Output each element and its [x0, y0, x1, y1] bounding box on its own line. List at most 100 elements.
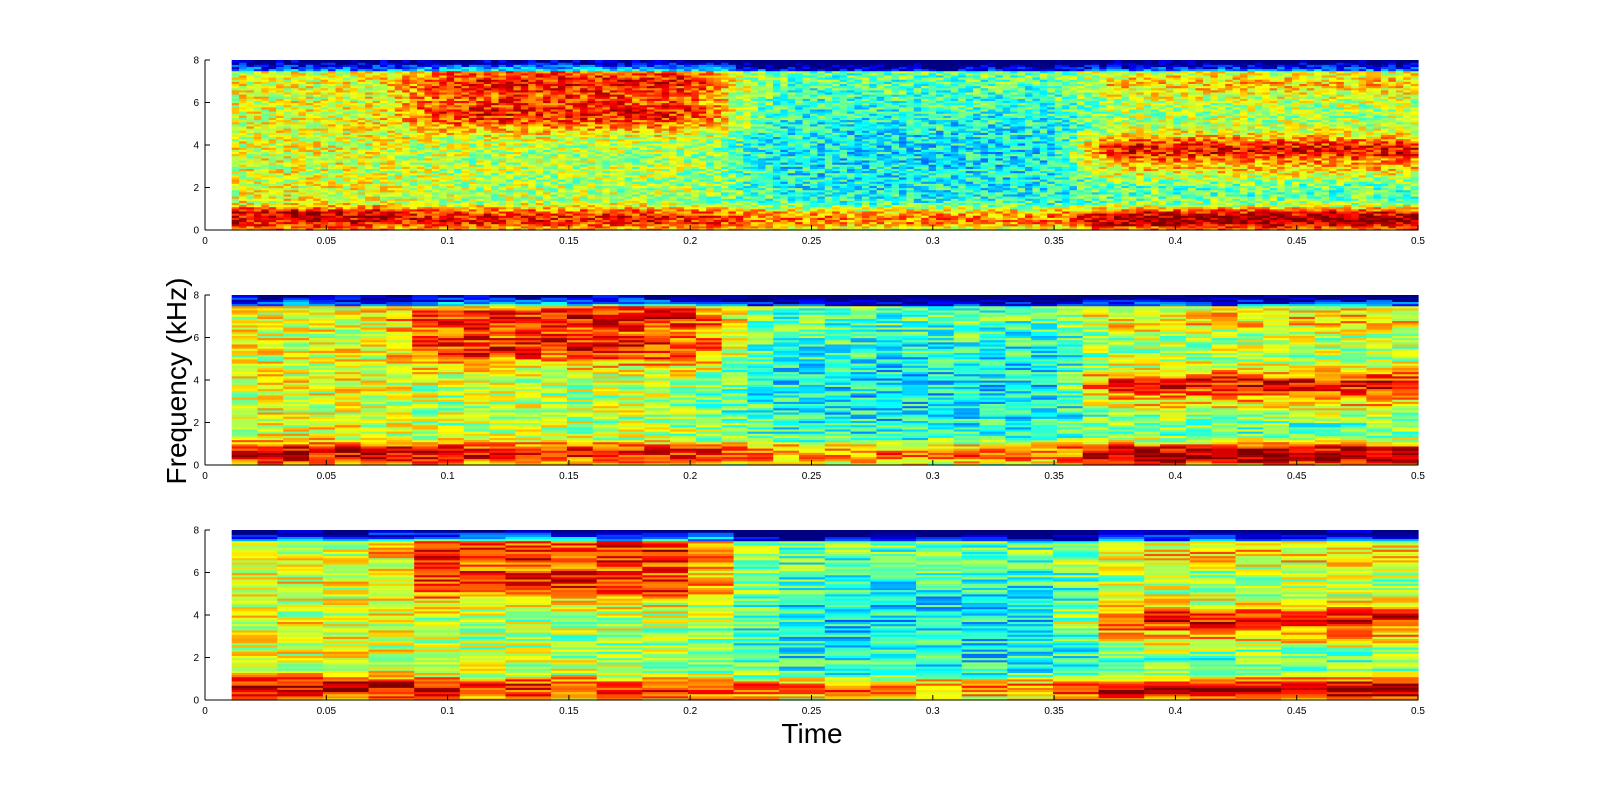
heatmap-cell: [461, 68, 470, 72]
heatmap-cell: [298, 79, 307, 82]
heatmap-cell: [246, 113, 255, 116]
heatmap-cell: [513, 72, 522, 76]
heatmap-cell: [535, 189, 544, 193]
heatmap-cell: [617, 193, 626, 197]
heatmap-cell: [506, 170, 515, 174]
heatmap-cell: [291, 134, 300, 138]
heatmap-cell: [454, 128, 463, 131]
heatmap-cell: [483, 198, 492, 201]
heatmap-cell: [468, 179, 477, 182]
heatmap-cell: [580, 170, 589, 174]
heatmap-cell: [342, 66, 351, 70]
heatmap-cell: [402, 81, 411, 84]
heatmap-cell: [379, 168, 388, 172]
heatmap-cell: [291, 72, 300, 76]
heatmap-cell: [483, 130, 492, 133]
heatmap-cell: [632, 221, 641, 225]
heatmap-cell: [342, 187, 351, 191]
heatmap-cell: [253, 96, 262, 99]
heatmap-cell: [424, 106, 433, 110]
heatmap-cell: [520, 140, 529, 144]
heatmap-cell: [491, 198, 500, 201]
heatmap-cell: [535, 202, 544, 206]
heatmap-cell: [506, 183, 515, 186]
heatmap-cell: [565, 62, 574, 65]
heatmap-cell: [468, 217, 477, 220]
heatmap-cell: [535, 104, 544, 108]
heatmap-cell: [409, 104, 418, 108]
heatmap-cell: [320, 102, 329, 106]
heatmap-cell: [528, 200, 537, 203]
heatmap-cell: [291, 185, 300, 189]
heatmap-cell: [365, 219, 374, 223]
heatmap-cell: [683, 202, 692, 206]
heatmap-cell: [350, 87, 359, 91]
heatmap-cell: [446, 79, 455, 82]
heatmap-cell: [446, 89, 455, 93]
heatmap-cell: [669, 94, 678, 97]
heatmap-cell: [624, 79, 633, 82]
heatmap-cell: [342, 128, 351, 131]
heatmap-cell: [602, 85, 611, 89]
heatmap-cell: [394, 164, 403, 167]
heatmap-cell: [535, 98, 544, 101]
heatmap-cell: [431, 223, 440, 227]
heatmap-cell: [617, 170, 626, 174]
heatmap-cell: [565, 134, 574, 138]
heatmap-cell: [239, 176, 248, 180]
heatmap-cell: [669, 68, 678, 72]
heatmap-cell: [669, 198, 678, 201]
heatmap-cell: [328, 121, 337, 125]
heatmap-cell: [528, 168, 537, 172]
heatmap-cell: [646, 128, 655, 131]
heatmap-cell: [402, 96, 411, 99]
heatmap-cell: [513, 89, 522, 93]
heatmap-cell: [335, 204, 344, 208]
heatmap-cell: [654, 102, 663, 106]
heatmap-cell: [669, 89, 678, 93]
heatmap-cell: [617, 187, 626, 191]
heatmap-cell: [283, 128, 292, 131]
heatmap-cell: [602, 66, 611, 70]
heatmap-cell: [580, 181, 589, 184]
heatmap-cell: [654, 98, 663, 101]
heatmap-cell: [669, 104, 678, 108]
heatmap-cell: [632, 162, 641, 165]
heatmap-cell: [424, 125, 433, 129]
heatmap-cell: [580, 132, 589, 135]
heatmap-cell: [669, 200, 678, 203]
heatmap-cell: [691, 217, 700, 220]
heatmap-cell: [439, 219, 448, 223]
heatmap-cell: [669, 219, 678, 223]
heatmap-cell: [565, 111, 574, 114]
heatmap-cell: [417, 225, 426, 229]
heatmap-cell: [468, 115, 477, 118]
heatmap-cell: [439, 115, 448, 118]
heatmap-cell: [387, 117, 396, 121]
heatmap-cell: [468, 66, 477, 70]
heatmap-cell: [268, 179, 277, 182]
heatmap-cell: [528, 187, 537, 191]
heatmap-cell: [639, 104, 648, 108]
heatmap-cell: [409, 219, 418, 223]
heatmap-cell: [543, 189, 552, 193]
heatmap-cell: [394, 132, 403, 135]
heatmap-cell: [476, 100, 485, 104]
heatmap-cell: [476, 170, 485, 174]
heatmap-cell: [424, 185, 433, 189]
heatmap-cell: [417, 113, 426, 116]
heatmap-cell: [342, 70, 351, 74]
heatmap-cell: [565, 183, 574, 186]
heatmap-cell: [409, 138, 418, 142]
heatmap-cell: [676, 138, 685, 142]
heatmap-cell: [654, 140, 663, 144]
heatmap-cell: [394, 210, 403, 214]
heatmap-cell: [379, 172, 388, 176]
heatmap-cell: [676, 185, 685, 189]
heatmap-cell: [291, 196, 300, 199]
heatmap-cell: [491, 208, 500, 212]
heatmap-cell: [669, 91, 678, 95]
heatmap-cell: [461, 198, 470, 201]
heatmap-cell: [342, 138, 351, 142]
heatmap-cell: [580, 200, 589, 203]
